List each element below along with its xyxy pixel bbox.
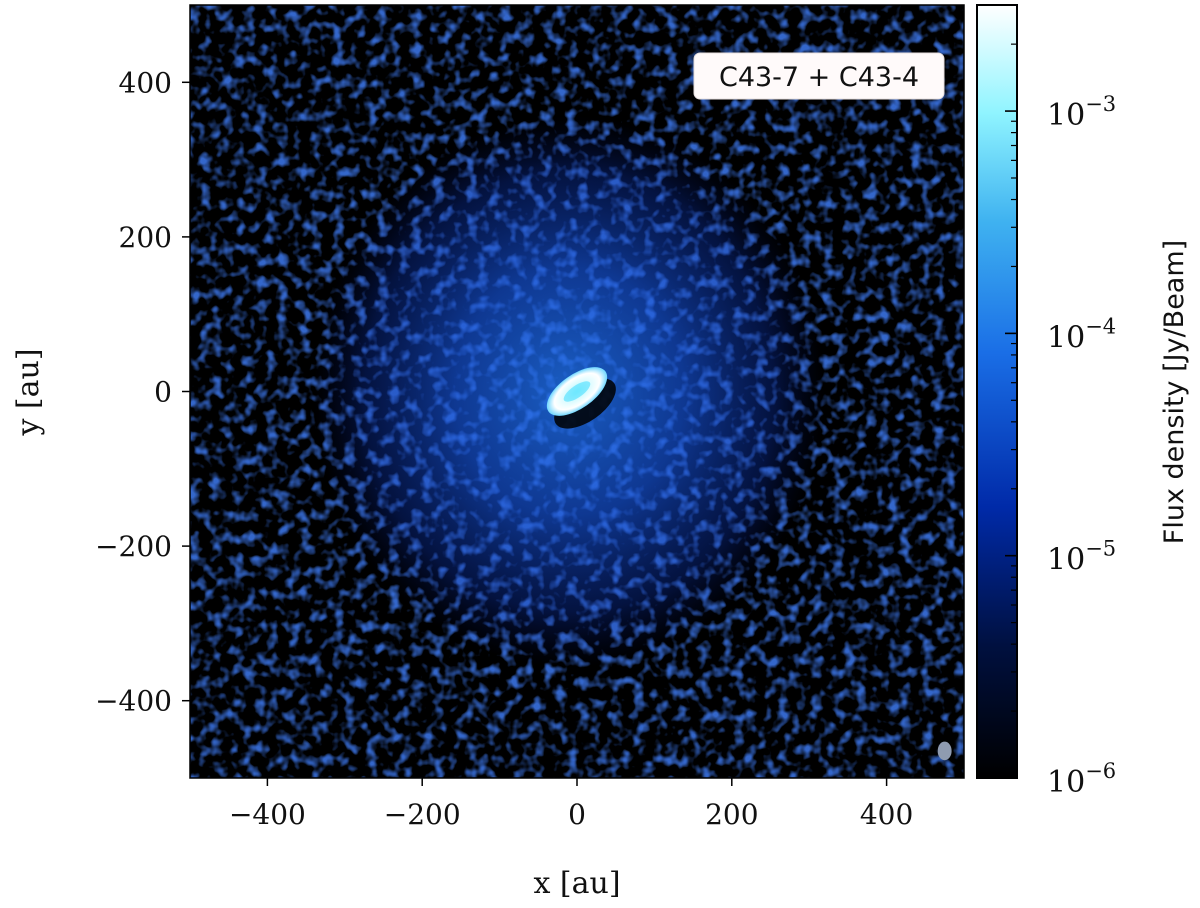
x-tick-label: 400 bbox=[860, 798, 913, 831]
colorbar-tick-label: 10−4 bbox=[1047, 314, 1116, 355]
colorbar-tick-label: 10−5 bbox=[1047, 537, 1116, 578]
y-tick-label: 200 bbox=[119, 221, 172, 254]
colorbar-tick-label: 10−6 bbox=[1047, 759, 1116, 800]
annotation-background bbox=[693, 52, 945, 100]
annotation-text: C43-7 + C43-4 bbox=[719, 62, 919, 93]
flux-map bbox=[190, 5, 964, 778]
y-tick-label: 400 bbox=[119, 66, 172, 99]
y-tick-label: −400 bbox=[95, 685, 172, 718]
x-tick-label: 200 bbox=[705, 798, 758, 831]
colorbar-ticks: 10−3 10−4 10−5 10−6 bbox=[1005, 4, 1116, 800]
colorbar-label: Flux density [Jy/Beam] bbox=[1159, 240, 1190, 544]
disk-gap bbox=[563, 381, 591, 402]
colorbar-tick-label: 10−3 bbox=[1047, 92, 1116, 133]
y-axis-ticks: −400 −200 0 200 400 bbox=[95, 66, 190, 718]
y-tick-label: 0 bbox=[154, 376, 172, 409]
y-tick-label: −200 bbox=[95, 530, 172, 563]
x-axis-label: x [au] bbox=[533, 866, 620, 901]
x-tick-label: −400 bbox=[229, 798, 306, 831]
beam-ellipse bbox=[937, 741, 952, 761]
x-tick-label: −200 bbox=[384, 798, 461, 831]
y-axis-label: y [au] bbox=[11, 348, 46, 436]
x-tick-label: 0 bbox=[568, 798, 586, 831]
x-axis-ticks: −400 −200 0 200 400 bbox=[229, 778, 913, 831]
annotation-box: C43-7 + C43-4 bbox=[693, 52, 945, 100]
colorbar bbox=[976, 4, 1018, 779]
